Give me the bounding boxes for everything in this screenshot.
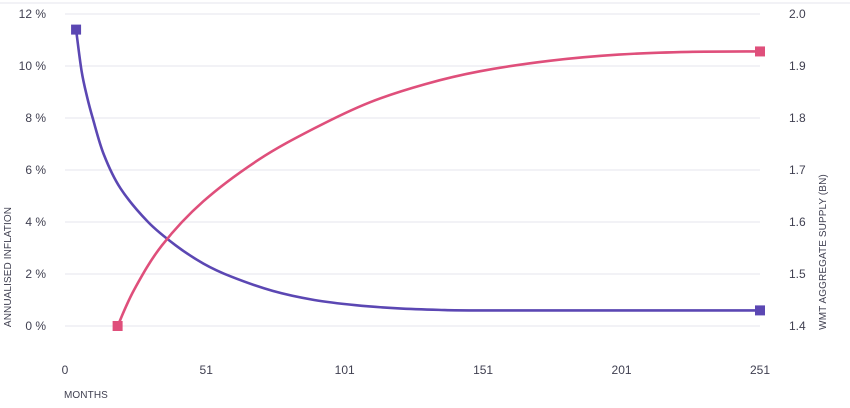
- series-line-0: [74, 28, 762, 312]
- axis-layer: 0 % 2 % 4 % 6 % 8 % 10 % 12 % 1.4 1.5 1.6 1.7 1.8 1.…: [19, 7, 806, 377]
- left-y-tick-10: 10 %: [19, 59, 47, 73]
- right-y-tick-1-6: 1.6: [789, 215, 806, 229]
- series-0-end-marker: [755, 305, 765, 316]
- right-y-tick-1-8: 1.8: [789, 111, 806, 125]
- left-y-tick-0: 0 %: [25, 319, 46, 333]
- right-y-tick-1-5: 1.5: [789, 267, 806, 281]
- x-tick-151: 151: [473, 363, 493, 377]
- left-y-tick-6: 6 %: [25, 163, 46, 177]
- right-y-tick-2-0: 2.0: [789, 7, 806, 21]
- series-0-start-marker: [71, 24, 82, 35]
- right-y-axis-title: WMT AGGREGATE SUPPLY (BN): [818, 174, 829, 330]
- series-line-1: [116, 50, 762, 328]
- marker-layer: [71, 24, 765, 331]
- right-y-tick-1-7: 1.7: [789, 163, 806, 177]
- series-layer: [74, 28, 762, 328]
- left-y-tick-8: 8 %: [25, 111, 46, 125]
- left-y-axis-title: ANNUALISED INFLATION: [3, 207, 14, 327]
- left-y-tick-12: 12 %: [19, 7, 47, 21]
- x-tick-201: 201: [612, 363, 632, 377]
- x-tick-101: 101: [335, 363, 355, 377]
- x-axis-title: MONTHS: [64, 390, 108, 401]
- x-tick-251: 251: [750, 363, 770, 377]
- right-y-tick-1-9: 1.9: [789, 59, 806, 73]
- series-1-start-marker: [112, 321, 123, 331]
- series-1-end-marker: [755, 46, 765, 57]
- right-y-tick-1-4: 1.4: [789, 319, 806, 333]
- grid-layer: [65, 13, 760, 327]
- left-y-tick-4: 4 %: [25, 215, 46, 229]
- x-tick-0: 0: [62, 363, 69, 377]
- left-y-tick-2: 2 %: [25, 267, 46, 281]
- x-tick-51: 51: [200, 363, 214, 377]
